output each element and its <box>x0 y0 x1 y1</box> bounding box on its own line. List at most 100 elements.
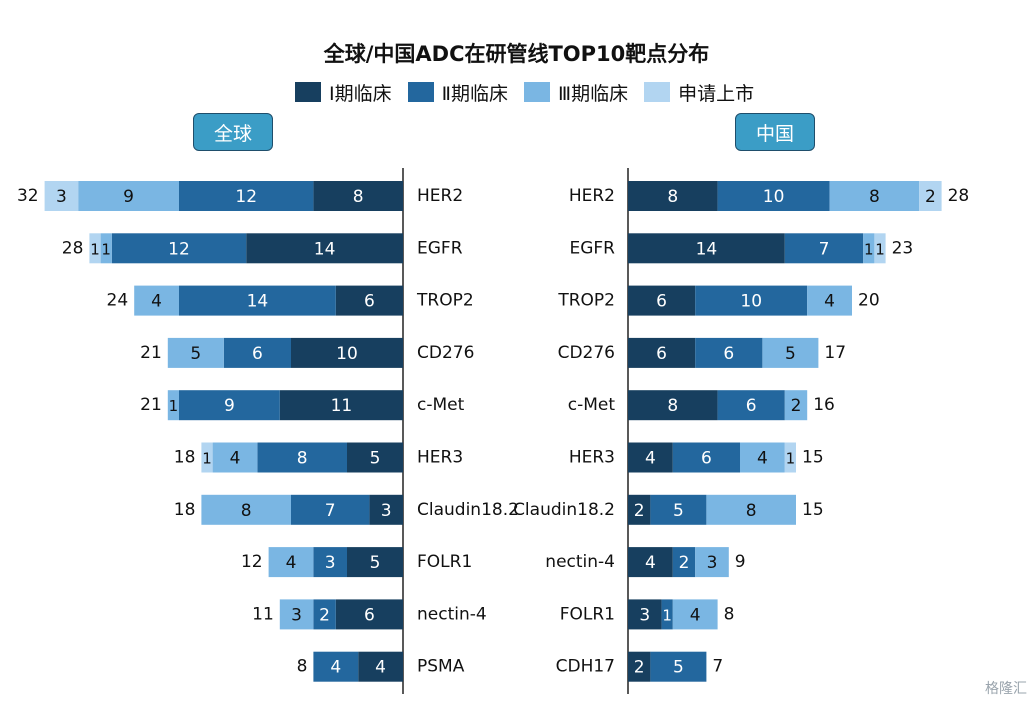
global-category-label-her3: HER3 <box>417 448 463 468</box>
global-bar-psma-phase2 <box>313 651 359 682</box>
global-bar-label-c-met-phase3: 1 <box>169 397 179 415</box>
global-category-label-folr1: FOLR1 <box>417 552 472 572</box>
china-bar-label-her3-phase3: 4 <box>757 449 768 469</box>
global-bar-label-psma-phase2: 4 <box>330 658 341 678</box>
global-bar-her3-filing <box>201 442 213 473</box>
global-total-label-trop2: 24 <box>107 291 129 311</box>
china-total-label-cd276: 17 <box>824 343 846 363</box>
china-total-label-egfr: 23 <box>892 238 914 258</box>
legend-item-filing: 申请上市 <box>644 79 754 106</box>
china-bar-label-egfr-phase1: 14 <box>696 239 718 259</box>
china-bar-cd276-phase1 <box>628 337 696 368</box>
global-bar-cd276-phase2 <box>223 337 291 368</box>
china-bar-egfr-filing <box>874 233 886 264</box>
china-bar-label-c-met-phase3: 2 <box>791 396 802 416</box>
global-category-label-claudin18.2: Claudin18.2 <box>417 500 519 520</box>
china-category-label-cd276: CD276 <box>558 343 615 363</box>
legend-item-phase2: Ⅱ期临床 <box>407 79 508 106</box>
legend-label-phase2: Ⅱ期临床 <box>441 82 508 105</box>
global-bar-her2-phase3 <box>78 181 179 211</box>
global-bar-label-psma-phase1: 4 <box>375 658 386 678</box>
global-bar-claudin18.2-phase2 <box>291 494 370 525</box>
global-bar-label-trop2-phase3: 4 <box>151 292 162 312</box>
china-bar-label-c-met-phase2: 6 <box>746 396 757 416</box>
china-bar-label-her2-phase3: 8 <box>869 187 880 207</box>
global-total-label-folr1: 12 <box>241 552 263 572</box>
china-bar-label-folr1-phase2: 1 <box>662 606 672 624</box>
china-bar-her2-phase3 <box>829 181 920 211</box>
global-bar-c-met-phase1 <box>279 390 403 421</box>
china-bar-folr1-phase2 <box>661 599 673 630</box>
global-bar-folr1-phase2 <box>313 547 347 578</box>
china-bar-folr1-phase1 <box>628 599 662 630</box>
china-bar-her3-phase3 <box>740 442 785 473</box>
global-bar-egfr-phase2 <box>111 233 247 264</box>
global-bar-c-met-phase2 <box>179 390 280 421</box>
legend-label-filing: 申请上市 <box>678 82 755 105</box>
china-total-label-nectin-4: 9 <box>735 552 746 572</box>
china-category-label-c-met: c-Met <box>568 395 616 415</box>
china-category-label-egfr: EGFR <box>569 238 615 258</box>
china-category-label-claudin18.2: Claudin18.2 <box>513 500 615 520</box>
region-label-global: 全球 <box>193 113 273 151</box>
china-bar-her2-phase1 <box>628 181 718 211</box>
china-bar-her3-filing <box>784 442 796 473</box>
global-category-label-her2: HER2 <box>417 186 463 206</box>
global-bar-nectin-4-phase2 <box>313 599 336 630</box>
china-category-label-cdh17: CDH17 <box>556 657 615 677</box>
china-bar-label-her2-phase1: 8 <box>667 187 678 207</box>
global-bar-label-folr1-phase3: 4 <box>286 553 297 573</box>
china-total-label-cdh17: 7 <box>712 657 723 677</box>
china-bar-egfr-phase3 <box>863 233 875 264</box>
china-bar-nectin-4-phase3 <box>695 547 729 578</box>
china-bar-label-trop2-phase2: 10 <box>740 292 762 312</box>
china-bar-cd276-phase2 <box>695 337 763 368</box>
global-bar-trop2-phase1 <box>335 285 403 316</box>
legend-label-phase3: Ⅲ期临床 <box>557 82 629 105</box>
china-bar-label-cdh17-phase1: 2 <box>634 658 645 678</box>
legend-item-phase1: Ⅰ期临床 <box>295 79 392 106</box>
china-bar-her2-phase2 <box>717 181 830 211</box>
china-total-label-her3: 15 <box>802 448 824 468</box>
china-total-label-c-met: 16 <box>813 395 835 415</box>
china-bar-label-her2-phase2: 10 <box>763 187 785 207</box>
global-bar-label-her2-phase2: 12 <box>235 187 257 207</box>
china-category-label-trop2: TROP2 <box>557 291 615 311</box>
china-bar-her3-phase1 <box>628 442 673 473</box>
legend-label-phase1: Ⅰ期临床 <box>329 82 392 105</box>
global-bar-claudin18.2-phase1 <box>369 494 403 525</box>
legend-item-phase3: Ⅲ期临床 <box>523 79 629 106</box>
global-bar-label-her3-phase2: 8 <box>297 449 308 469</box>
global-bar-label-claudin18.2-phase3: 8 <box>241 501 252 521</box>
china-bar-label-her3-filing: 1 <box>786 450 796 468</box>
china-bar-nectin-4-phase1 <box>628 547 673 578</box>
china-bar-label-folr1-phase3: 4 <box>690 605 701 625</box>
china-bar-label-cdh17-phase2: 5 <box>673 658 684 678</box>
global-bar-label-her3-filing: 1 <box>202 450 212 468</box>
global-bar-label-folr1-phase2: 3 <box>325 553 336 573</box>
global-total-label-her2: 32 <box>17 186 39 206</box>
global-bar-her2-filing <box>44 181 79 211</box>
global-bar-label-claudin18.2-phase1: 3 <box>381 501 392 521</box>
china-bar-label-cd276-phase1: 6 <box>656 344 667 364</box>
global-bar-label-cd276-phase2: 6 <box>252 344 263 364</box>
china-bar-label-claudin18.2-phase1: 2 <box>634 501 645 521</box>
china-bar-her2-filing <box>919 181 942 211</box>
global-category-label-trop2: TROP2 <box>416 291 474 311</box>
global-bar-trop2-phase2 <box>179 285 336 316</box>
china-bar-label-her2-filing: 2 <box>925 187 936 207</box>
china-bar-her3-phase2 <box>672 442 740 473</box>
china-bar-folr1-phase3 <box>672 599 718 630</box>
global-bar-label-her2-phase3: 9 <box>123 187 134 207</box>
global-bar-her3-phase1 <box>347 442 403 473</box>
china-category-label-her3: HER3 <box>569 448 615 468</box>
china-category-label-nectin-4: nectin-4 <box>545 552 615 572</box>
global-bar-label-her3-phase3: 4 <box>230 449 241 469</box>
china-bar-cdh17-phase2 <box>650 651 707 682</box>
global-bar-folr1-phase3 <box>268 547 314 578</box>
global-bar-label-her3-phase1: 5 <box>370 449 381 469</box>
global-category-label-egfr: EGFR <box>417 238 463 258</box>
china-bar-claudin18.2-phase2 <box>650 494 707 525</box>
china-bar-claudin18.2-phase1 <box>628 494 651 525</box>
global-total-label-nectin-4: 11 <box>252 604 274 624</box>
